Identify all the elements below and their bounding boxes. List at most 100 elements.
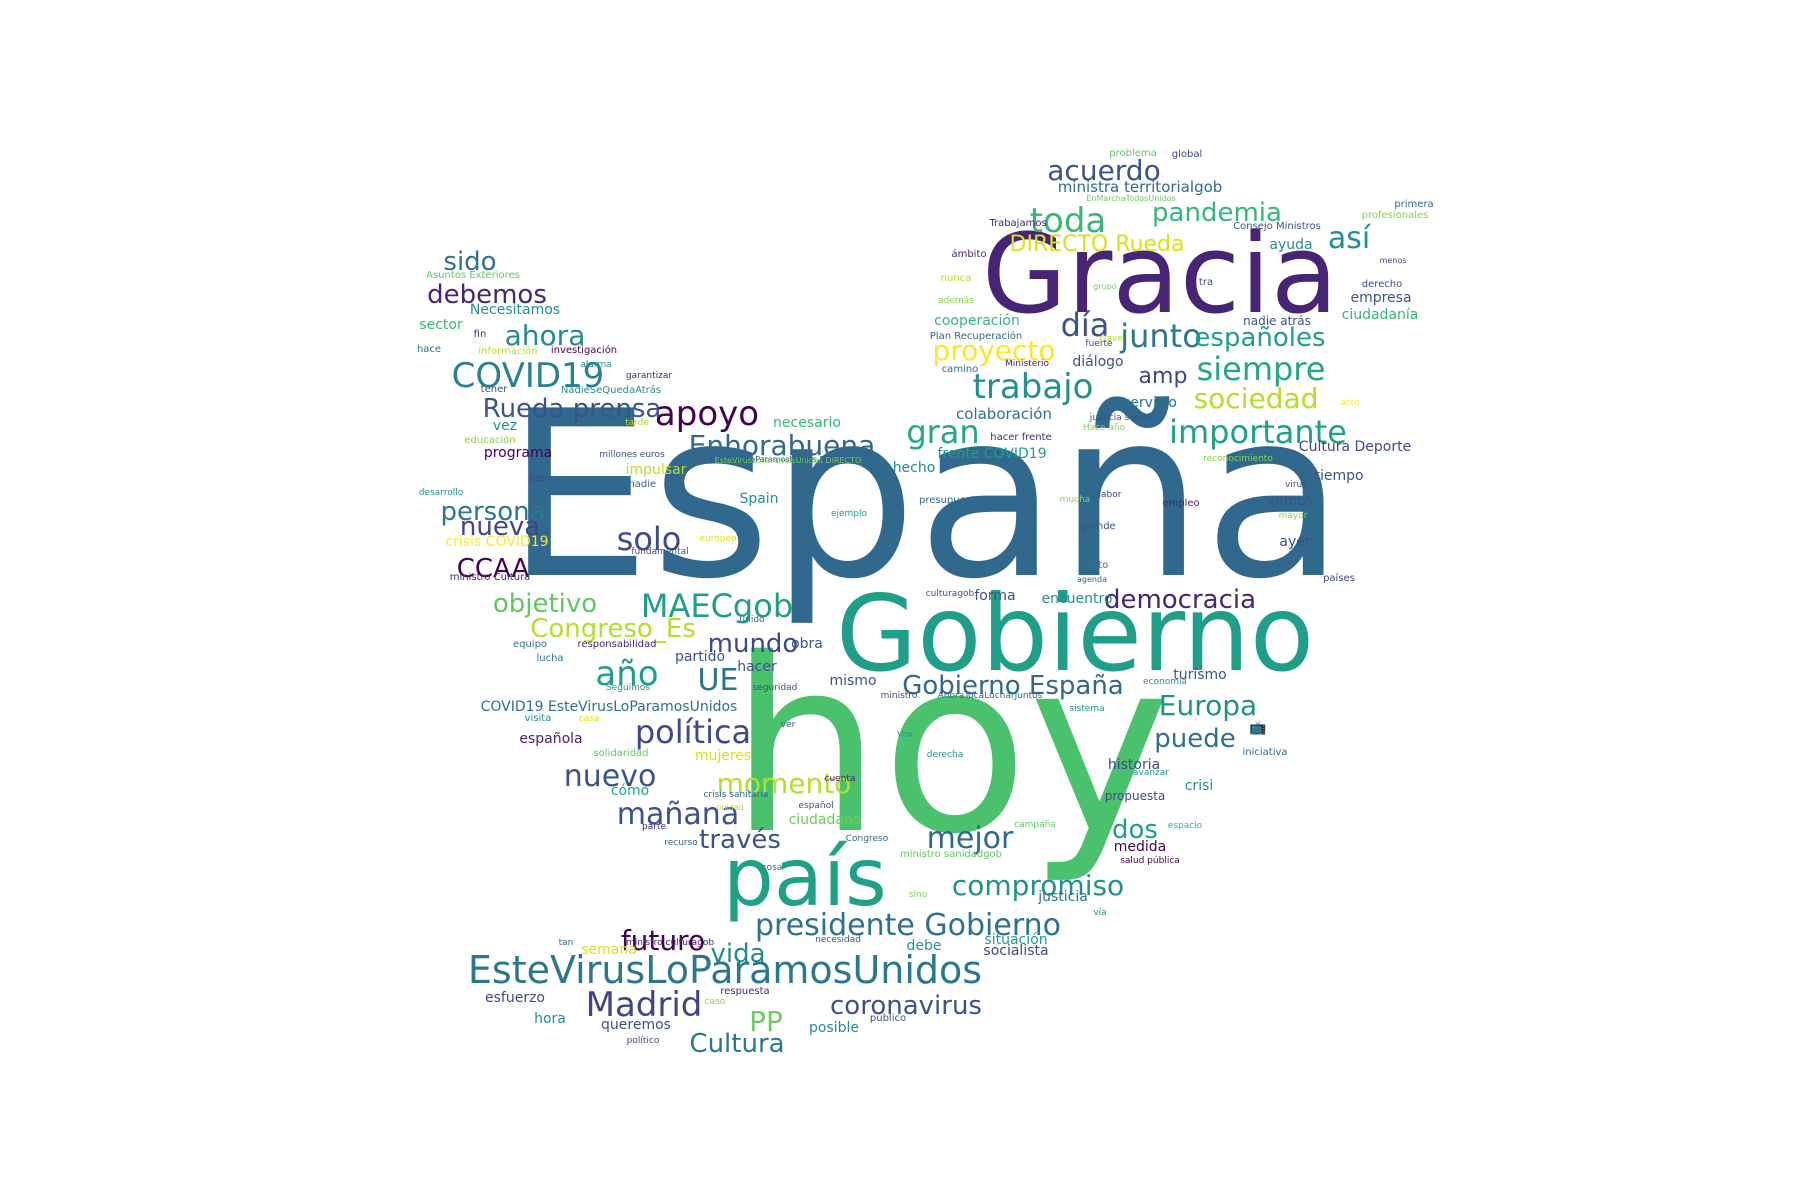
cloud-word: recurso: [664, 838, 698, 848]
cloud-word: fuerte: [1085, 339, 1113, 349]
cloud-word: colaboración: [956, 405, 1052, 423]
cloud-word: tener: [481, 384, 509, 395]
cloud-word: junto: [1119, 317, 1202, 355]
cloud-word: hacer: [737, 659, 777, 675]
cloud-word: sido: [443, 247, 496, 277]
cloud-word: Congreso: [846, 834, 889, 844]
cloud-word: labor: [1099, 490, 1122, 500]
cloud-word: española: [519, 731, 582, 747]
cloud-word: bien: [529, 473, 551, 484]
cloud-word: ministro culturagob: [626, 938, 714, 948]
cloud-word: medida: [1114, 839, 1167, 855]
cloud-word: hoy: [730, 607, 1171, 887]
cloud-word: amp: [1139, 364, 1188, 389]
cloud-word: sociedad: [1194, 382, 1319, 415]
cloud-word: Hace año: [1083, 423, 1126, 433]
cloud-word: parte: [642, 822, 666, 832]
cloud-word: alarma: [580, 360, 611, 370]
cloud-word: ministro sanidadgob: [900, 849, 1002, 860]
cloud-word: unidad: [716, 803, 743, 812]
cloud-word: Seguimos: [606, 683, 650, 693]
cloud-word: ciudadano: [789, 812, 862, 828]
cloud-word: encuentro: [1041, 591, 1112, 607]
cloud-word: vez: [493, 418, 517, 434]
cloud-word: Ministerio: [1005, 359, 1049, 369]
cloud-word: Cultura: [689, 1029, 784, 1059]
cloud-word: democracia: [1104, 585, 1256, 615]
cloud-word: tra: [1199, 277, 1213, 288]
cloud-word: millones euros: [599, 450, 665, 460]
cloud-word: lucha: [536, 653, 563, 664]
cloud-word: dejar nadie: [600, 479, 656, 490]
cloud-word: crisis COVID19: [445, 534, 548, 550]
cloud-word: ayuda: [1269, 237, 1312, 253]
cloud-word: debe: [907, 938, 942, 954]
cloud-word: nueva: [460, 512, 540, 542]
cloud-word: campaña: [1014, 820, 1056, 830]
cloud-word: público: [870, 1012, 906, 1024]
cloud-word: cómo: [611, 783, 649, 799]
cloud-word: ayer: [1279, 534, 1310, 550]
cloud-word: COVID19 EsteVirusLoParamosUnidos: [481, 699, 738, 715]
cloud-word: Gobierno: [836, 573, 1314, 695]
cloud-word: nadie atrás: [1243, 314, 1311, 328]
cloud-word: semana: [581, 942, 637, 958]
cloud-word: garantizar: [626, 371, 672, 381]
cloud-word: vida: [710, 939, 765, 969]
cloud-word: Europa: [1159, 689, 1257, 722]
cloud-word: mayor: [1279, 511, 1308, 521]
cloud-word: EnMarchaTodosUnidos: [1086, 194, 1175, 203]
cloud-word: vía: [1093, 908, 1106, 918]
cloud-word: posible: [809, 1020, 859, 1036]
cloud-word: empleo: [1162, 498, 1199, 509]
cloud-word: objetivo: [493, 589, 597, 619]
cloud-word: Madrid: [586, 985, 703, 1025]
cloud-word: apoyo: [655, 394, 759, 434]
cloud-word: CCAA: [457, 554, 530, 584]
cloud-word: ministra territorialgob: [1058, 178, 1223, 196]
cloud-word: investigación: [551, 344, 617, 356]
cloud-word: político: [627, 1036, 660, 1046]
cloud-word: PP: [749, 1005, 783, 1038]
cloud-word: visita: [525, 713, 552, 724]
cloud-word: desarrollo: [419, 488, 464, 498]
cloud-word: educación: [464, 434, 515, 446]
cloud-word: justicia social: [1089, 413, 1150, 423]
cloud-word: año: [595, 654, 658, 694]
cloud-word: servicio: [1123, 395, 1177, 411]
cloud-word: política: [635, 713, 751, 751]
cloud-word: coronavirus: [830, 991, 982, 1021]
cloud-word: pandemia: [1152, 198, 1282, 228]
cloud-word: crisi: [1185, 778, 1214, 794]
cloud-word: EsteVirusLoParamosUnidos: [468, 948, 982, 992]
cloud-word: europeo: [699, 534, 737, 544]
cloud-word: EsteVirusLoParamosUnidos DIRECTO: [709, 455, 856, 464]
cloud-word: futuro: [621, 924, 705, 957]
cloud-word: Vox: [897, 730, 914, 740]
cloud-word: Gracia: [982, 210, 1338, 338]
cloud-word: cosa: [762, 863, 783, 873]
cloud-word: caso: [705, 997, 726, 1007]
cloud-word: respuesta: [720, 986, 769, 997]
cloud-word: EsteVirusLoParamosUnidos DIRECTO: [715, 456, 862, 465]
cloud-word: equipo: [513, 639, 547, 650]
cloud-word: Gobierno España: [902, 671, 1123, 701]
cloud-word: COVID19: [452, 356, 605, 396]
cloud-word: responsabilidad: [578, 639, 657, 650]
cloud-word: turismo: [1173, 667, 1227, 683]
cloud-word: mejor: [927, 821, 1014, 856]
cloud-word: esfuerzo: [485, 990, 545, 1006]
cloud-word: través: [699, 825, 781, 855]
cloud-word: proyecto: [932, 334, 1055, 367]
cloud-word: socialista: [983, 943, 1048, 959]
cloud-word: ahora: [505, 319, 586, 352]
cloud-word: información: [478, 345, 537, 357]
cloud-word: nuevo: [564, 759, 657, 794]
cloud-word: frente COVID19: [937, 446, 1046, 462]
cloud-word: economía: [1143, 677, 1187, 687]
cloud-word: Spain: [739, 491, 778, 507]
cloud-word: derecha: [927, 750, 963, 760]
cloud-word: menos: [1380, 256, 1407, 265]
cloud-word: importante: [1169, 413, 1347, 451]
